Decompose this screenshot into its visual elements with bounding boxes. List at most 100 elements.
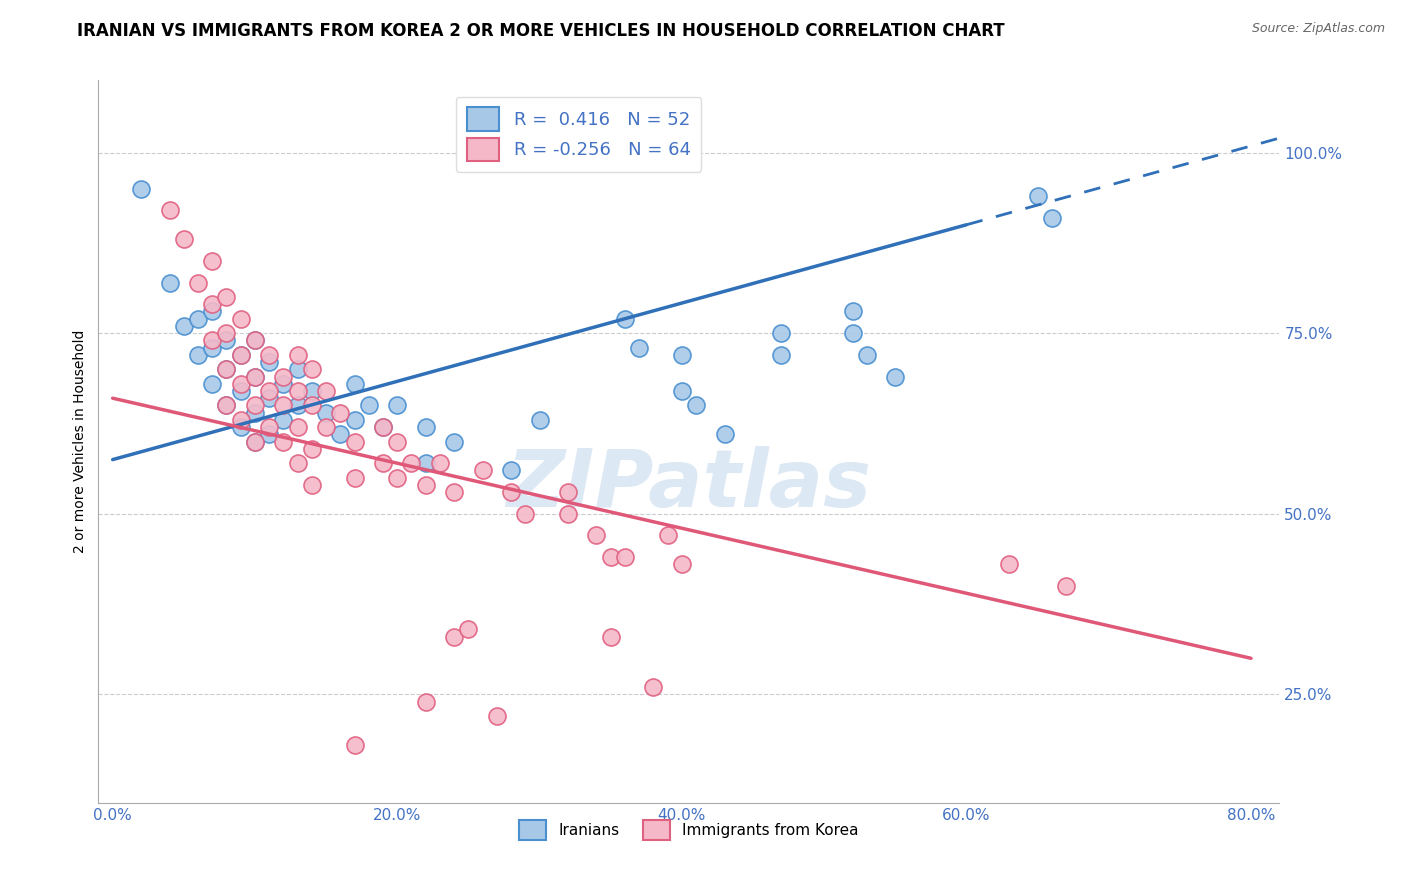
- Point: [343, 470, 366, 484]
- Point: [998, 558, 1021, 572]
- Point: [613, 550, 636, 565]
- Point: [443, 434, 465, 449]
- Point: [387, 470, 409, 484]
- Point: [613, 311, 636, 326]
- Point: [229, 348, 252, 362]
- Point: [529, 413, 551, 427]
- Point: [485, 709, 508, 723]
- Text: Source: ZipAtlas.com: Source: ZipAtlas.com: [1251, 22, 1385, 36]
- Point: [201, 341, 224, 355]
- Point: [515, 507, 537, 521]
- Point: [585, 528, 607, 542]
- Point: [243, 398, 266, 412]
- Point: [201, 304, 224, 318]
- Point: [273, 376, 295, 391]
- Point: [387, 398, 409, 412]
- Point: [713, 427, 735, 442]
- Point: [1026, 189, 1049, 203]
- Point: [287, 456, 309, 470]
- Point: [229, 311, 252, 326]
- Point: [357, 398, 380, 412]
- Point: [187, 276, 209, 290]
- Point: [499, 463, 522, 477]
- Text: ZIPatlas: ZIPatlas: [506, 446, 872, 524]
- Text: IRANIAN VS IMMIGRANTS FROM KOREA 2 OR MORE VEHICLES IN HOUSEHOLD CORRELATION CHA: IRANIAN VS IMMIGRANTS FROM KOREA 2 OR MO…: [77, 22, 1005, 40]
- Point: [243, 369, 266, 384]
- Point: [343, 413, 366, 427]
- Point: [187, 311, 209, 326]
- Point: [243, 369, 266, 384]
- Point: [257, 420, 280, 434]
- Point: [671, 348, 693, 362]
- Point: [599, 630, 621, 644]
- Point: [301, 478, 323, 492]
- Point: [243, 434, 266, 449]
- Point: [229, 376, 252, 391]
- Point: [257, 391, 280, 405]
- Point: [159, 203, 181, 218]
- Point: [429, 456, 451, 470]
- Point: [201, 297, 224, 311]
- Point: [329, 427, 352, 442]
- Point: [287, 362, 309, 376]
- Point: [215, 362, 238, 376]
- Point: [273, 434, 295, 449]
- Point: [243, 406, 266, 420]
- Point: [215, 398, 238, 412]
- Point: [415, 420, 437, 434]
- Point: [457, 623, 479, 637]
- Point: [215, 398, 238, 412]
- Point: [159, 276, 181, 290]
- Point: [856, 348, 879, 362]
- Point: [129, 182, 152, 196]
- Point: [243, 334, 266, 348]
- Point: [415, 695, 437, 709]
- Point: [343, 434, 366, 449]
- Point: [229, 420, 252, 434]
- Point: [499, 485, 522, 500]
- Point: [215, 334, 238, 348]
- Point: [770, 326, 793, 340]
- Point: [229, 413, 252, 427]
- Point: [371, 456, 394, 470]
- Point: [315, 384, 337, 398]
- Point: [257, 348, 280, 362]
- Point: [1054, 579, 1077, 593]
- Point: [257, 427, 280, 442]
- Point: [343, 738, 366, 752]
- Point: [315, 406, 337, 420]
- Y-axis label: 2 or more Vehicles in Household: 2 or more Vehicles in Household: [73, 330, 87, 553]
- Point: [201, 376, 224, 391]
- Point: [387, 434, 409, 449]
- Point: [257, 355, 280, 369]
- Point: [229, 348, 252, 362]
- Point: [287, 384, 309, 398]
- Point: [173, 318, 195, 333]
- Point: [287, 398, 309, 412]
- Point: [201, 253, 224, 268]
- Point: [301, 398, 323, 412]
- Point: [287, 420, 309, 434]
- Point: [273, 369, 295, 384]
- Point: [187, 348, 209, 362]
- Point: [243, 334, 266, 348]
- Point: [343, 376, 366, 391]
- Point: [401, 456, 423, 470]
- Point: [770, 348, 793, 362]
- Point: [201, 334, 224, 348]
- Point: [315, 420, 337, 434]
- Point: [301, 362, 323, 376]
- Point: [643, 680, 665, 694]
- Point: [599, 550, 621, 565]
- Point: [443, 485, 465, 500]
- Point: [215, 326, 238, 340]
- Point: [628, 341, 651, 355]
- Point: [371, 420, 394, 434]
- Point: [243, 434, 266, 449]
- Legend: Iranians, Immigrants from Korea: Iranians, Immigrants from Korea: [513, 814, 865, 846]
- Point: [257, 384, 280, 398]
- Point: [415, 478, 437, 492]
- Point: [657, 528, 679, 542]
- Point: [841, 304, 863, 318]
- Point: [273, 398, 295, 412]
